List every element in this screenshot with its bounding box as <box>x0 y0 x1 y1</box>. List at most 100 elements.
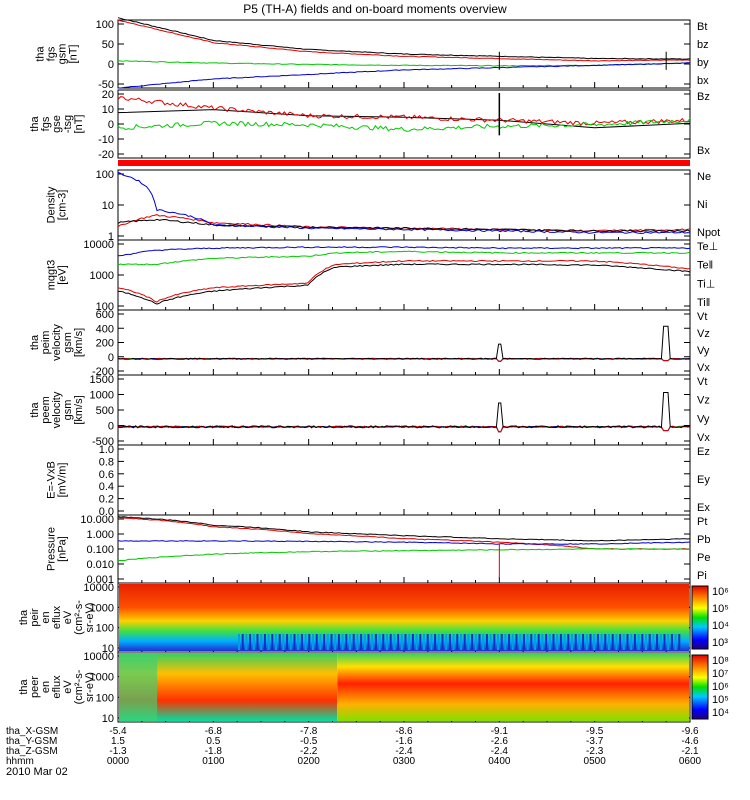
x-axis-row-label: tha_X-GSM <box>6 726 58 737</box>
x-axis-value: -8.6 <box>395 726 413 737</box>
peir-noise-cell <box>522 634 525 650</box>
series-line-0-Bt <box>117 17 691 60</box>
series-line-2-Npot <box>117 171 691 234</box>
legend-Ne: Ne <box>697 171 711 183</box>
peir-noise-cell <box>482 634 485 650</box>
peir-noise-cell <box>552 634 555 650</box>
series-line-3-Te‖ <box>117 263 691 305</box>
peir-noise-cell <box>471 634 474 650</box>
legend-Ez: Ez <box>697 446 710 458</box>
peir-noise-cell <box>508 634 511 650</box>
y-axis-label: tha <box>35 45 47 61</box>
peir-noise-cell <box>267 634 270 650</box>
y-axis-label: sr-eV) <box>84 603 96 633</box>
x-axis-value: 0600 <box>679 756 702 767</box>
y-axis-label: gse <box>51 115 63 133</box>
peir-noise-cell <box>256 634 259 650</box>
y-tick-label: -500 <box>92 436 114 448</box>
peir-noise-cell <box>474 634 477 650</box>
peir-noise-cell <box>504 634 507 650</box>
y-axis-label: peim <box>40 331 52 355</box>
peir-noise-cell <box>663 634 666 650</box>
y-axis-label: peir <box>29 608 41 627</box>
series-line-3-Te⊥ <box>117 259 691 303</box>
peir-noise-cell <box>271 634 274 650</box>
peir-noise-cell <box>559 634 562 650</box>
y-axis-label: gsm <box>62 332 74 353</box>
x-axis-row-label: tha_Y-GSM <box>6 736 57 747</box>
y-axis-label: (cm²-s- <box>73 600 85 635</box>
y-tick-label: 1.0 <box>99 444 114 456</box>
y-tick-label: 100 <box>96 623 114 635</box>
peir-noise-cell <box>360 634 363 650</box>
peir-noise-cell <box>245 634 248 650</box>
legend-Vt: Vt <box>697 376 707 388</box>
y-axis-label: eflux <box>51 675 63 699</box>
legend-Vy: Vy <box>697 345 710 357</box>
peir-noise-cell <box>534 634 536 650</box>
series-line-3-Ti⊥ <box>117 246 691 257</box>
y-axis-label: Density <box>46 186 58 223</box>
panel-frame <box>117 89 691 159</box>
peir-noise-cell <box>337 634 340 650</box>
peir-noise-cell <box>648 634 651 650</box>
y-tick-label: 50 <box>102 39 114 51</box>
peir-noise-cell <box>423 634 425 650</box>
y-axis-label: fgs <box>46 46 58 61</box>
y-axis-label: tha <box>29 401 41 417</box>
y-tick-label: 0 <box>108 421 114 433</box>
y-tick-label: 10000 <box>83 651 114 663</box>
x-axis-value: -2.4 <box>395 746 413 757</box>
y-tick-label: 0.4 <box>99 481 114 493</box>
peir-noise-cell <box>304 634 307 650</box>
peir-noise-cell <box>334 634 337 650</box>
peir-noise-cell <box>249 634 252 650</box>
peir-noise-cell <box>530 634 533 650</box>
y-tick-label: -50 <box>98 79 114 91</box>
legend-Te⊥: Te⊥ <box>697 241 718 253</box>
peir-noise-cell <box>275 634 277 650</box>
peir-noise-cell <box>537 634 540 650</box>
series-line-7-Pi <box>117 540 691 545</box>
peir-noise-cell <box>497 634 499 650</box>
peir-noise-cell <box>541 634 544 650</box>
peir-noise-cell <box>615 634 618 650</box>
colorbar-label: 10⁶ <box>712 681 729 693</box>
legend-Ni: Ni <box>697 199 707 211</box>
peir-noise-cell <box>389 634 392 650</box>
x-axis-group: tha_X-GSM -5.4 -6.8 -7.8 -8.6 -9.1 -9.5 -9.6 tha… <box>6 726 702 767</box>
y-tick-label: 0 <box>108 352 114 364</box>
y-axis-label: [nT] <box>68 45 80 64</box>
peir-noise-cell <box>400 634 403 650</box>
peir-noise-cell <box>463 634 466 650</box>
panel-efield: 1.00.80.60.40.20.0 E=-VxB [mV/m] Ez Ey Ex <box>46 444 711 518</box>
peir-noise-cell <box>645 634 647 650</box>
x-axis-value: -1.8 <box>205 746 223 757</box>
peir-noise-cell <box>297 634 300 650</box>
date-label: 2010 Mar 02 <box>6 766 68 778</box>
y-tick-label: 100 <box>96 301 114 313</box>
x-axis-row-label: tha_Z-GSM <box>6 746 58 757</box>
y-tick-label: 1000 <box>90 602 114 614</box>
peir-noise-cell <box>456 634 459 650</box>
peir-noise-cell <box>293 634 296 650</box>
y-axis-label: velocity <box>51 391 63 428</box>
peir-noise-cell <box>667 634 670 650</box>
peir-noise-cell <box>548 634 551 650</box>
peir-noise-cell <box>556 634 559 650</box>
peir-noise-cell <box>622 634 625 650</box>
series-line-3-Ti‖ <box>117 250 691 266</box>
peir-noise-cell <box>656 634 659 650</box>
x-axis-value: -2.1 <box>681 746 699 757</box>
y-tick-label: 10 <box>102 104 114 116</box>
series-line-0-bx <box>117 62 690 89</box>
series-line-1-Bt <box>117 109 691 129</box>
series-line-0-bz <box>117 19 691 62</box>
colorbar-label: 10³ <box>712 637 728 649</box>
series-line-2-Ne <box>117 214 691 233</box>
y-axis-label: [cm-3] <box>57 190 69 221</box>
y-axis-label: [nT] <box>73 115 85 134</box>
peir-noise-cell <box>411 634 414 650</box>
legend-Ey: Ey <box>697 474 710 486</box>
y-tick-label: 0.6 <box>99 469 114 481</box>
